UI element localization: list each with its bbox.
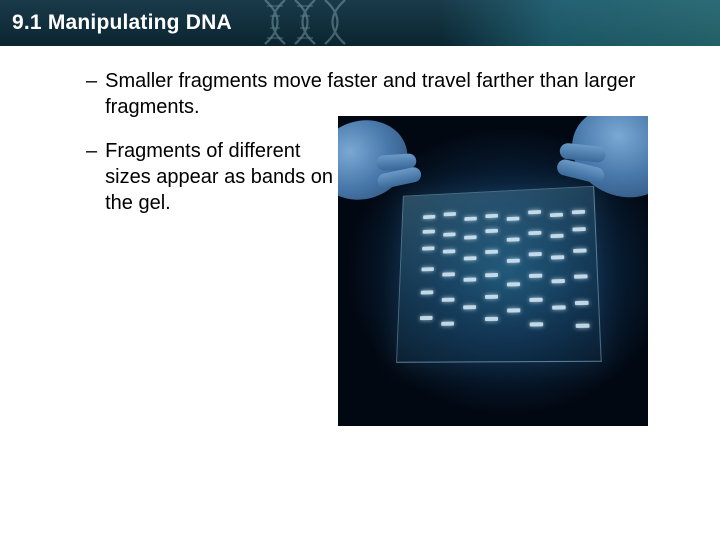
gel-band — [464, 217, 476, 221]
bullet-item: – Smaller fragments move faster and trav… — [86, 68, 680, 120]
gel-band — [442, 298, 455, 302]
gel-band — [423, 215, 435, 219]
gel-band — [551, 279, 564, 283]
gel-band — [443, 232, 455, 236]
gel-band — [507, 217, 520, 221]
gel-band — [423, 230, 435, 234]
gel-band — [528, 231, 541, 235]
gel-band — [485, 214, 498, 218]
gel-band — [529, 252, 542, 256]
gel-band — [485, 317, 498, 321]
gel-band — [528, 210, 541, 214]
gel-electrophoresis-image — [338, 116, 648, 426]
gel-band — [550, 234, 563, 238]
gel-band — [530, 322, 544, 326]
gel-band — [442, 272, 455, 276]
gel-band — [443, 249, 455, 253]
gel-band — [441, 322, 454, 326]
gel-band — [464, 256, 477, 260]
gel-band — [420, 316, 433, 320]
gel-band — [574, 274, 588, 278]
bullet-text: Fragments of different sizes appear as b… — [105, 138, 340, 216]
slide-header: 9.1 Manipulating DNA — [0, 0, 720, 46]
gel-band — [576, 324, 590, 328]
gel-band — [552, 305, 566, 309]
bullet-dash: – — [86, 138, 97, 164]
dna-helix-icon — [260, 0, 380, 46]
gel-band — [464, 277, 477, 281]
gel-band — [551, 255, 564, 259]
header-accent-gradient — [440, 0, 720, 46]
gel-band — [422, 246, 434, 250]
gel-band — [507, 259, 520, 263]
gel-band — [573, 249, 587, 253]
gel-band — [485, 229, 498, 233]
gel-band — [444, 212, 456, 216]
gel-band — [529, 298, 542, 302]
gel-band — [421, 267, 433, 271]
gel-band — [485, 250, 498, 254]
gel-band — [575, 301, 589, 305]
gel-band — [464, 235, 477, 239]
gel-band — [507, 308, 520, 312]
bullet-dash: – — [86, 68, 97, 94]
gel-band — [485, 295, 498, 299]
gel-band — [507, 282, 520, 286]
gel-plate — [396, 186, 602, 363]
gel-band — [550, 213, 563, 217]
gel-band — [529, 274, 542, 278]
gel-band — [463, 305, 476, 309]
gel-band — [572, 210, 585, 214]
gel-band — [485, 273, 498, 277]
section-title: 9.1 Manipulating DNA — [0, 11, 232, 35]
gel-band — [572, 227, 585, 231]
gel-band — [507, 237, 520, 241]
bullet-text: Smaller fragments move faster and travel… — [105, 68, 680, 120]
gel-band — [421, 290, 434, 294]
